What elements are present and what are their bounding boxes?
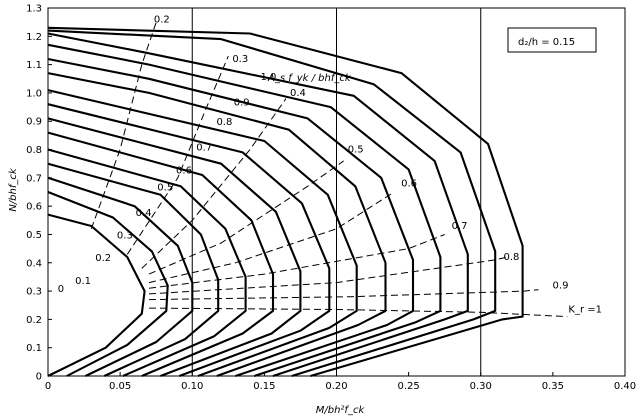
interaction-curve (47, 103, 331, 377)
kr-label: 0.7 (452, 221, 468, 232)
x-tick-label: 0.30 (470, 381, 492, 392)
kr-label: 0.8 (504, 252, 520, 263)
interaction-curve (47, 176, 194, 377)
y-tick-label: 0.4 (26, 258, 42, 269)
kr-label: 0.9 (553, 280, 569, 291)
y-tick-label: 0.1 (26, 343, 42, 354)
y-tick-label: 0.7 (26, 173, 42, 184)
annotation-box: d₂/h = 0.15 (507, 27, 597, 53)
kr-label: 0.4 (290, 88, 306, 99)
x-tick-label: 0.40 (614, 381, 636, 392)
interaction-curve (47, 72, 387, 377)
y-tick-label: 1.1 (26, 60, 42, 71)
curve-label: 0.6 (176, 165, 192, 176)
curve-label: 0.3 (117, 230, 133, 241)
curve-label: 0.9 (234, 97, 250, 108)
x-tick-label: 0.20 (325, 381, 347, 392)
kr-line (126, 55, 229, 255)
curve-label: 0 (58, 284, 64, 295)
curve-label: 0.7 (196, 143, 212, 154)
curve-label: 0.5 (157, 182, 173, 193)
y-tick-label: 0.8 (26, 145, 42, 156)
interaction-curve (47, 32, 469, 377)
x-tick-label: 0.35 (542, 381, 564, 392)
x-axis-label: M/bh²f_ck (316, 405, 366, 416)
kr-line (148, 289, 539, 301)
y-tick-label: 1.3 (26, 4, 42, 15)
y-tick-label: 0.3 (26, 287, 42, 298)
curve-label: 0.8 (216, 117, 232, 128)
kr-label: 0.2 (154, 14, 170, 25)
interaction-curve (47, 162, 220, 377)
y-tick-label: 0.6 (26, 202, 42, 213)
interaction-curve (47, 148, 247, 377)
interaction-curve (47, 43, 442, 377)
y-tick-label: 0.5 (26, 230, 42, 241)
y-tick-label: 0 (36, 372, 42, 383)
kr-label: K_r =1 (568, 304, 602, 315)
annotation-text: d₂/h = 0.15 (518, 37, 575, 48)
y-tick-label: 0.9 (26, 117, 42, 128)
interaction-curve (47, 57, 415, 377)
interaction-curve (47, 26, 524, 378)
y-tick-label: 1.2 (26, 32, 42, 43)
kr-label: 0.3 (232, 54, 248, 65)
interaction-curve (47, 213, 146, 377)
kr-line (148, 307, 568, 318)
kr-line (148, 160, 344, 275)
kr-label: 0.5 (348, 145, 364, 156)
y-tick-label: 1.0 (26, 88, 42, 99)
interaction-curve (47, 191, 169, 377)
curve-label: 1.0 (260, 72, 276, 83)
x-tick-label: 0.10 (181, 381, 203, 392)
curve-label: 0.2 (95, 253, 111, 264)
kr-line (148, 256, 507, 295)
interaction-curve (47, 89, 358, 377)
x-tick-label: 0.05 (109, 381, 131, 392)
y-tick-label: 0.2 (26, 315, 42, 326)
x-tick-label: 0 (45, 381, 51, 392)
family-label: A_s f_yk / bhf_ck (267, 73, 352, 84)
curve-label: 0.4 (136, 208, 152, 219)
kr-label: 0.6 (401, 179, 417, 190)
interaction-curve (47, 117, 302, 377)
interaction-curve (47, 29, 497, 378)
kr-line (148, 234, 445, 289)
x-tick-label: 0.15 (253, 381, 275, 392)
curve-label: 0.1 (75, 276, 91, 287)
interaction-curve (47, 131, 275, 377)
x-tick-label: 0.25 (397, 381, 419, 392)
kr-line (148, 191, 395, 284)
y-axis-label: N/bhf_ck (8, 167, 19, 212)
